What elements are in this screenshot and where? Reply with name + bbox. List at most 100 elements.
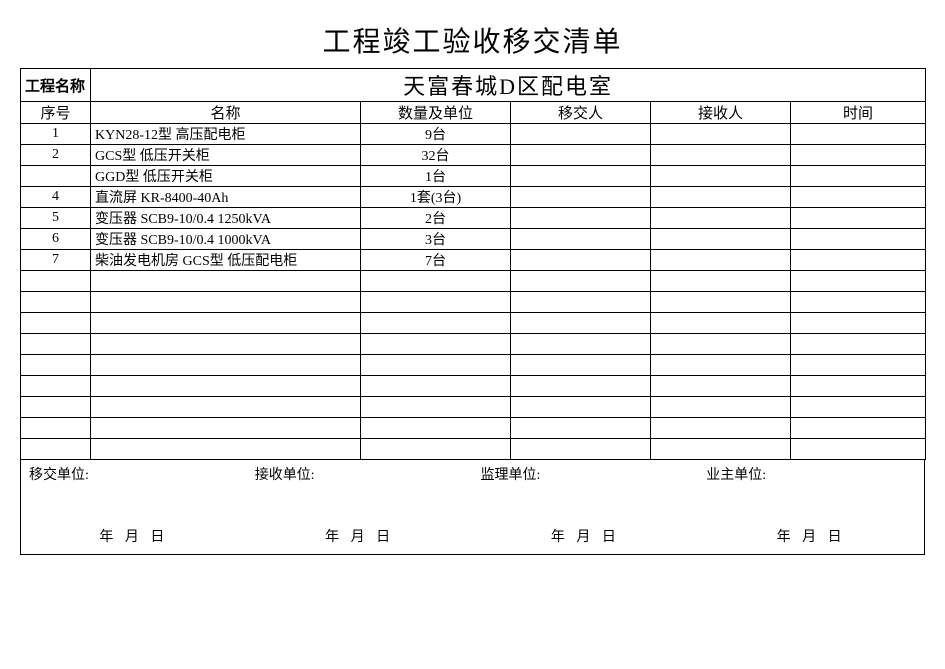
header-qty: 数量及单位	[361, 102, 511, 124]
cell-name	[91, 334, 361, 355]
cell-name: KYN28-12型 高压配电柜	[91, 124, 361, 145]
cell-qty	[361, 397, 511, 418]
cell-receiver	[651, 250, 791, 271]
cell-time	[791, 313, 926, 334]
table-row: 5变压器 SCB9-10/0.4 1250kVA2台	[21, 208, 926, 229]
cell-seq	[21, 271, 91, 292]
cell-receiver	[651, 376, 791, 397]
cell-receiver	[651, 418, 791, 439]
cell-qty	[361, 418, 511, 439]
cell-handover	[511, 334, 651, 355]
table-row	[21, 292, 926, 313]
table-row: GGD型 低压开关柜1台	[21, 166, 926, 187]
table-row	[21, 355, 926, 376]
cell-name: 变压器 SCB9-10/0.4 1000kVA	[91, 229, 361, 250]
cell-seq: 5	[21, 208, 91, 229]
table-row	[21, 418, 926, 439]
cell-handover	[511, 187, 651, 208]
cell-receiver	[651, 124, 791, 145]
table-row: 6变压器 SCB9-10/0.4 1000kVA3台	[21, 229, 926, 250]
cell-time	[791, 250, 926, 271]
cell-qty	[361, 376, 511, 397]
cell-qty: 2台	[361, 208, 511, 229]
cell-seq	[21, 166, 91, 187]
footer-dates: 年 月 日 年 月 日 年 月 日 年 月 日	[21, 526, 924, 546]
cell-seq: 4	[21, 187, 91, 208]
project-label-cell: 工程名称	[21, 69, 91, 102]
cell-handover	[511, 397, 651, 418]
cell-handover	[511, 313, 651, 334]
cell-receiver	[651, 439, 791, 460]
cell-time	[791, 145, 926, 166]
cell-qty: 1套(3台)	[361, 187, 511, 208]
cell-handover	[511, 250, 651, 271]
cell-name	[91, 376, 361, 397]
cell-time	[791, 376, 926, 397]
cell-receiver	[651, 187, 791, 208]
cell-receiver	[651, 145, 791, 166]
cell-time	[791, 439, 926, 460]
header-handover: 移交人	[511, 102, 651, 124]
cell-name: GGD型 低压开关柜	[91, 166, 361, 187]
cell-name	[91, 439, 361, 460]
header-row: 序号 名称 数量及单位 移交人 接收人 时间	[21, 102, 926, 124]
cell-receiver	[651, 292, 791, 313]
footer-receive-unit: 接收单位:	[247, 464, 473, 484]
cell-receiver	[651, 166, 791, 187]
cell-handover	[511, 292, 651, 313]
cell-name	[91, 355, 361, 376]
cell-seq	[21, 439, 91, 460]
cell-time	[791, 292, 926, 313]
cell-handover	[511, 124, 651, 145]
table-row	[21, 439, 926, 460]
table-row: 4直流屏 KR-8400-40Ah1套(3台)	[21, 187, 926, 208]
cell-handover	[511, 166, 651, 187]
cell-time	[791, 355, 926, 376]
cell-name: 柴油发电机房 GCS型 低压配电柜	[91, 250, 361, 271]
cell-handover	[511, 355, 651, 376]
table-row	[21, 334, 926, 355]
cell-handover	[511, 271, 651, 292]
cell-time	[791, 418, 926, 439]
cell-handover	[511, 229, 651, 250]
cell-seq: 6	[21, 229, 91, 250]
cell-name	[91, 292, 361, 313]
project-name-row: 工程名称 天富春城D区配电室	[21, 69, 926, 102]
table-row	[21, 397, 926, 418]
footer-date-3: 年 月 日	[473, 526, 699, 546]
footer-area: 移交单位: 接收单位: 监理单位: 业主单位: 年 月 日 年 月 日 年 月 …	[20, 460, 925, 555]
cell-receiver	[651, 355, 791, 376]
cell-time	[791, 229, 926, 250]
document-title: 工程竣工验收移交清单	[20, 20, 925, 60]
cell-handover	[511, 145, 651, 166]
table-row: 2GCS型 低压开关柜32台	[21, 145, 926, 166]
cell-qty	[361, 313, 511, 334]
cell-time	[791, 124, 926, 145]
footer-handover-unit: 移交单位:	[21, 464, 247, 484]
cell-receiver	[651, 208, 791, 229]
cell-receiver	[651, 271, 791, 292]
cell-time	[791, 397, 926, 418]
cell-name	[91, 418, 361, 439]
footer-owner-unit: 业主单位:	[698, 464, 924, 484]
cell-receiver	[651, 334, 791, 355]
header-name: 名称	[91, 102, 361, 124]
header-time: 时间	[791, 102, 926, 124]
document-page: 工程竣工验收移交清单 工程名称 天富春城D区配电室 序号 名称 数量及单位 移交…	[20, 20, 925, 555]
cell-qty	[361, 355, 511, 376]
cell-seq: 7	[21, 250, 91, 271]
cell-handover	[511, 418, 651, 439]
cell-seq	[21, 355, 91, 376]
cell-seq	[21, 292, 91, 313]
cell-name: GCS型 低压开关柜	[91, 145, 361, 166]
cell-seq	[21, 376, 91, 397]
table-row: 7柴油发电机房 GCS型 低压配电柜7台	[21, 250, 926, 271]
cell-time	[791, 208, 926, 229]
cell-qty: 7台	[361, 250, 511, 271]
project-name-cell: 天富春城D区配电室	[91, 69, 926, 102]
cell-name: 变压器 SCB9-10/0.4 1250kVA	[91, 208, 361, 229]
cell-name: 直流屏 KR-8400-40Ah	[91, 187, 361, 208]
cell-handover	[511, 208, 651, 229]
cell-qty: 32台	[361, 145, 511, 166]
cell-name	[91, 271, 361, 292]
